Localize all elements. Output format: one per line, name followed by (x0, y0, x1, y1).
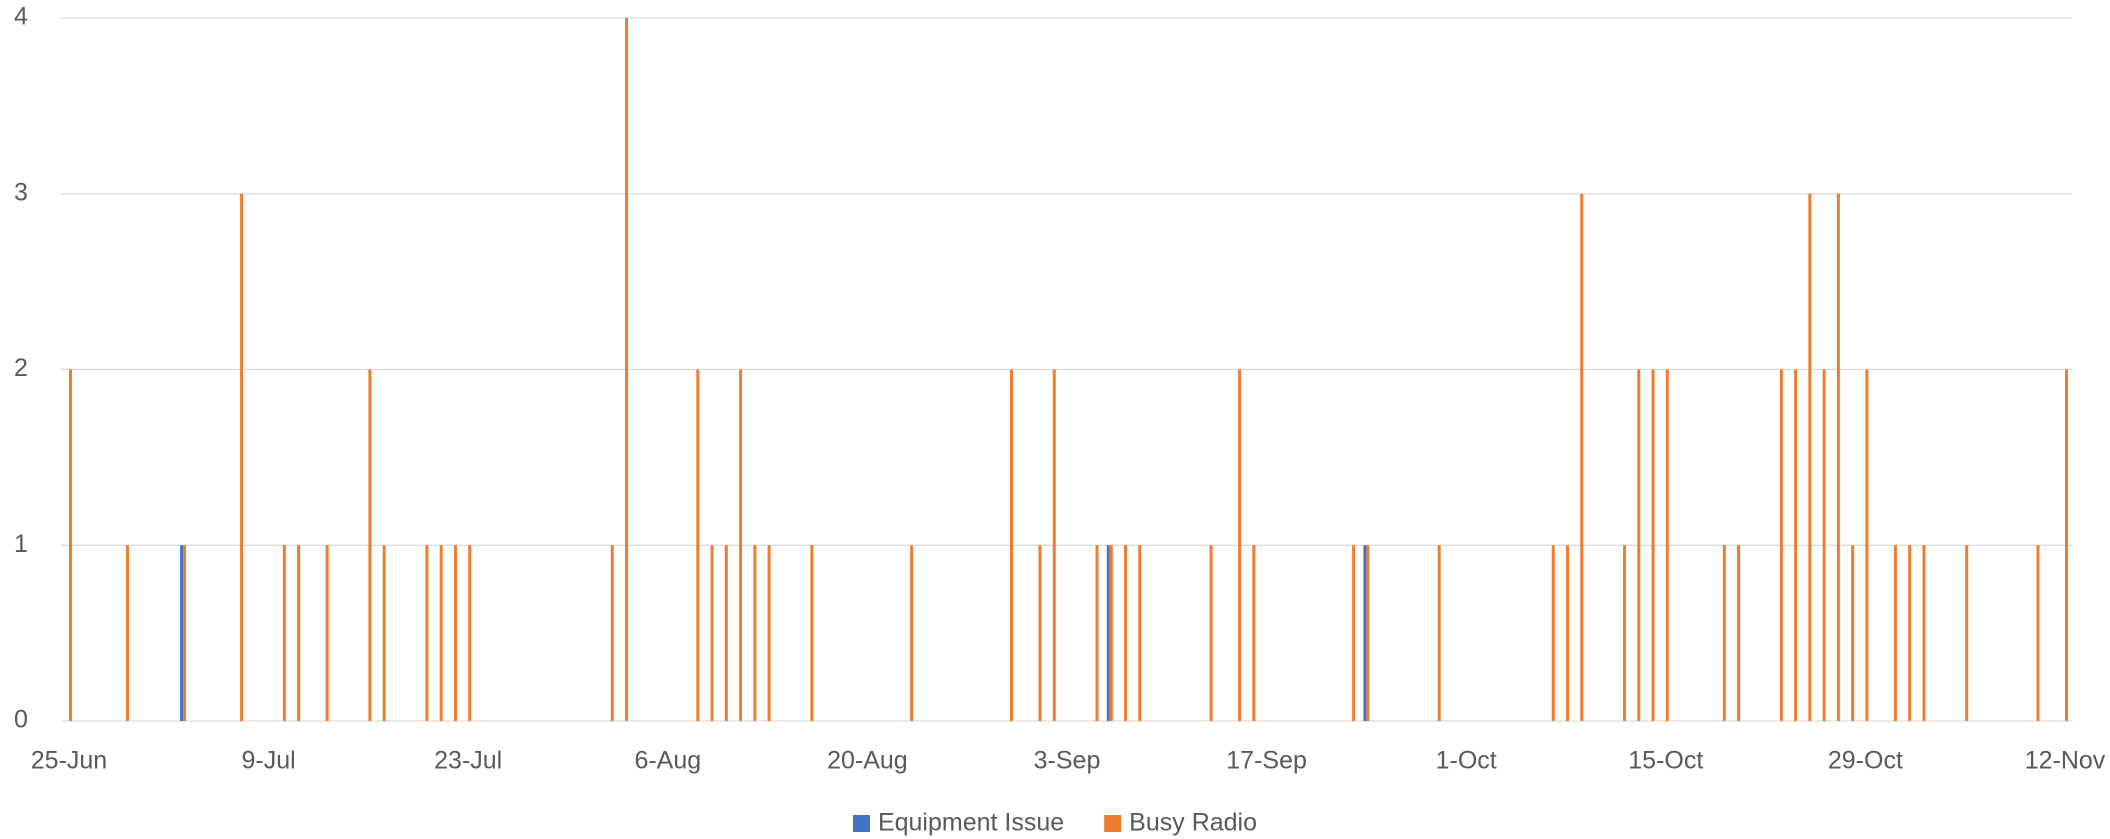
bar (382, 545, 386, 721)
bar (1551, 545, 1555, 721)
bar (1009, 369, 1013, 721)
bar (1637, 369, 1641, 721)
bar (1893, 545, 1897, 721)
bar (1038, 545, 1042, 721)
y-tick-label: 3 (14, 178, 28, 206)
bar (710, 545, 714, 721)
bar (767, 545, 771, 721)
bar (1052, 369, 1056, 721)
bar (69, 369, 72, 721)
bar (810, 545, 814, 721)
bar (696, 369, 700, 721)
bar (753, 545, 757, 721)
legend-label: Equipment Issue (878, 809, 1064, 837)
bar (1106, 545, 1110, 721)
x-tick-label: 12-Nov (2025, 747, 2106, 775)
bar (439, 545, 443, 721)
bar (240, 193, 244, 721)
x-tick-label: 6-Aug (634, 747, 701, 775)
legend-label: Busy Radio (1129, 809, 1257, 837)
x-tick-label: 25-Jun (31, 747, 107, 775)
bar (1922, 545, 1926, 721)
x-tick-label: 20-Aug (827, 747, 908, 775)
bar (1363, 545, 1367, 721)
bar (1808, 193, 1812, 721)
bar (1836, 193, 1840, 721)
bar (368, 369, 372, 721)
bar (1737, 545, 1741, 721)
bar (1238, 369, 1242, 721)
bar (1651, 369, 1655, 721)
x-tick-label: 15-Oct (1628, 747, 1703, 775)
bar (282, 545, 286, 721)
bar (2065, 369, 2068, 721)
bar (1095, 545, 1099, 721)
bar (1352, 545, 1356, 721)
bar (1794, 369, 1798, 721)
bar (1865, 369, 1869, 721)
bar (1124, 545, 1128, 721)
x-tick-label: 1-Oct (1436, 747, 1497, 775)
y-tick-label: 0 (14, 706, 28, 734)
bar (1965, 545, 1969, 721)
bar (468, 545, 472, 721)
bar (724, 545, 728, 721)
bar (1623, 545, 1627, 721)
x-tick-label: 29-Oct (1828, 747, 1903, 775)
y-tick-label: 2 (14, 354, 28, 382)
bar (1252, 545, 1256, 721)
bar (1665, 369, 1669, 721)
bar (1722, 545, 1726, 721)
bar (1779, 369, 1783, 721)
x-tick-label: 17-Sep (1226, 747, 1307, 775)
bar (625, 18, 629, 721)
legend-swatch (1104, 815, 1122, 832)
legend-swatch (852, 815, 870, 832)
bar (1566, 545, 1569, 721)
bar (183, 545, 187, 721)
bar (1580, 193, 1584, 721)
bar (1209, 545, 1213, 721)
x-tick-label: 23-Jul (434, 747, 502, 775)
bar (1437, 545, 1441, 721)
bar (1822, 369, 1826, 721)
bar (180, 545, 184, 721)
y-tick-label: 1 (14, 530, 28, 558)
x-tick-label: 3-Sep (1034, 747, 1101, 775)
y-tick-label: 4 (14, 3, 28, 31)
x-tick-label: 9-Jul (242, 747, 296, 775)
bar (1366, 545, 1370, 721)
bar (297, 545, 301, 721)
bar (425, 545, 429, 721)
bar (1138, 545, 1142, 721)
bar (610, 545, 614, 721)
bar (739, 369, 743, 721)
bar (325, 545, 329, 721)
bar (453, 545, 457, 721)
bar (1908, 545, 1912, 721)
bar (1851, 545, 1855, 721)
bar (1109, 545, 1113, 721)
bar (2036, 545, 2040, 721)
bar (126, 545, 130, 721)
bar (910, 545, 914, 721)
